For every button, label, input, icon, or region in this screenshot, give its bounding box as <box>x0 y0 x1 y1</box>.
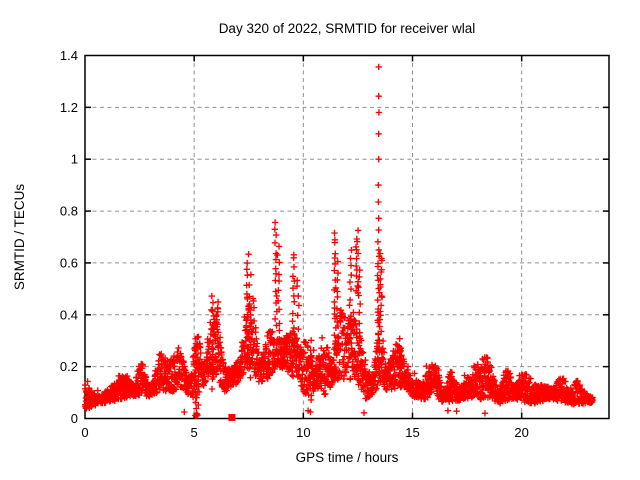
x-tick-label: 10 <box>296 425 310 440</box>
data-points-plus-markers <box>81 63 596 420</box>
x-tick-label: 20 <box>514 425 528 440</box>
y-tick-label: 0.2 <box>60 359 78 374</box>
x-axis-label: GPS time / hours <box>296 450 399 465</box>
plot-border <box>84 54 610 420</box>
zero-square-marker <box>228 413 236 421</box>
y-axis-label: SRMTID / TECUs <box>12 184 27 291</box>
x-tick-label: 15 <box>405 425 419 440</box>
y-tick-label: 1 <box>71 152 78 167</box>
y-tick-label: 1.4 <box>60 48 78 63</box>
y-tick-label: 0 <box>71 411 78 426</box>
tick-labels: 0 5 10 15 20 0 0.2 0.4 0.6 0.8 1 1.2 1.4 <box>60 48 529 440</box>
y-tick-label: 0.6 <box>60 255 78 270</box>
y-tick-label: 1.2 <box>60 100 78 115</box>
y-tick-label: 0.4 <box>60 307 78 322</box>
chart-title: Day 320 of 2022, SRMTID for receiver wla… <box>219 21 476 36</box>
y-tick-label: 0.8 <box>60 204 78 219</box>
axis-ticks <box>85 55 609 419</box>
x-tick-label: 0 <box>81 425 88 440</box>
grid-lines <box>85 55 609 419</box>
x-tick-label: 5 <box>191 425 198 440</box>
